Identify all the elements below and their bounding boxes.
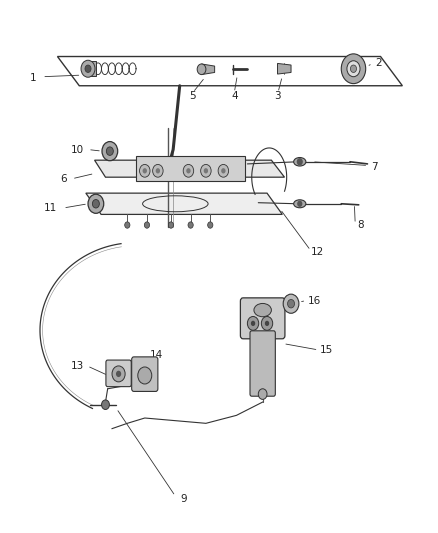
Circle shape xyxy=(261,317,273,330)
Text: 15: 15 xyxy=(319,345,332,356)
Circle shape xyxy=(188,222,193,228)
Circle shape xyxy=(288,300,294,308)
Text: 9: 9 xyxy=(181,494,187,504)
FancyBboxPatch shape xyxy=(132,357,158,391)
Circle shape xyxy=(85,65,91,72)
Text: 12: 12 xyxy=(311,247,324,256)
Circle shape xyxy=(247,317,259,330)
Circle shape xyxy=(152,165,163,177)
Circle shape xyxy=(138,367,152,384)
Polygon shape xyxy=(95,160,285,177)
Circle shape xyxy=(116,370,121,377)
Circle shape xyxy=(208,222,213,228)
FancyBboxPatch shape xyxy=(240,298,285,339)
Polygon shape xyxy=(86,193,283,214)
Circle shape xyxy=(102,400,110,409)
Circle shape xyxy=(186,168,191,173)
Circle shape xyxy=(204,168,208,173)
Text: 4: 4 xyxy=(231,91,237,101)
Circle shape xyxy=(168,222,173,228)
Circle shape xyxy=(155,168,160,173)
Text: 5: 5 xyxy=(190,91,196,101)
FancyBboxPatch shape xyxy=(106,360,131,386)
Text: 6: 6 xyxy=(61,174,67,184)
FancyBboxPatch shape xyxy=(250,331,276,396)
Ellipse shape xyxy=(254,303,272,317)
Circle shape xyxy=(201,165,211,177)
Text: 11: 11 xyxy=(44,203,57,213)
Text: 2: 2 xyxy=(375,58,382,68)
Polygon shape xyxy=(88,61,96,76)
Circle shape xyxy=(251,321,255,326)
Circle shape xyxy=(102,142,118,161)
Circle shape xyxy=(197,64,206,75)
Polygon shape xyxy=(278,63,291,74)
Text: 8: 8 xyxy=(357,220,364,230)
Circle shape xyxy=(297,200,302,207)
Text: 13: 13 xyxy=(71,361,84,371)
Circle shape xyxy=(143,168,147,173)
Circle shape xyxy=(125,222,130,228)
Text: 16: 16 xyxy=(307,295,321,305)
Text: 7: 7 xyxy=(371,161,377,172)
Circle shape xyxy=(112,366,125,382)
Circle shape xyxy=(297,158,303,165)
Circle shape xyxy=(218,165,229,177)
Circle shape xyxy=(258,389,267,399)
Circle shape xyxy=(283,294,299,313)
Circle shape xyxy=(183,165,194,177)
Ellipse shape xyxy=(293,200,306,208)
FancyBboxPatch shape xyxy=(136,156,245,181)
Text: 10: 10 xyxy=(71,144,84,155)
Circle shape xyxy=(341,54,366,84)
Text: 14: 14 xyxy=(149,350,163,360)
Circle shape xyxy=(145,222,150,228)
Circle shape xyxy=(265,321,269,326)
Polygon shape xyxy=(201,64,215,75)
Circle shape xyxy=(106,147,113,156)
Circle shape xyxy=(347,61,360,77)
Circle shape xyxy=(81,60,95,77)
Text: 1: 1 xyxy=(30,73,37,83)
Circle shape xyxy=(350,65,357,72)
Ellipse shape xyxy=(293,158,306,166)
Circle shape xyxy=(140,165,150,177)
Circle shape xyxy=(221,168,226,173)
Text: 3: 3 xyxy=(275,91,281,101)
Circle shape xyxy=(92,199,99,208)
Circle shape xyxy=(88,194,104,213)
